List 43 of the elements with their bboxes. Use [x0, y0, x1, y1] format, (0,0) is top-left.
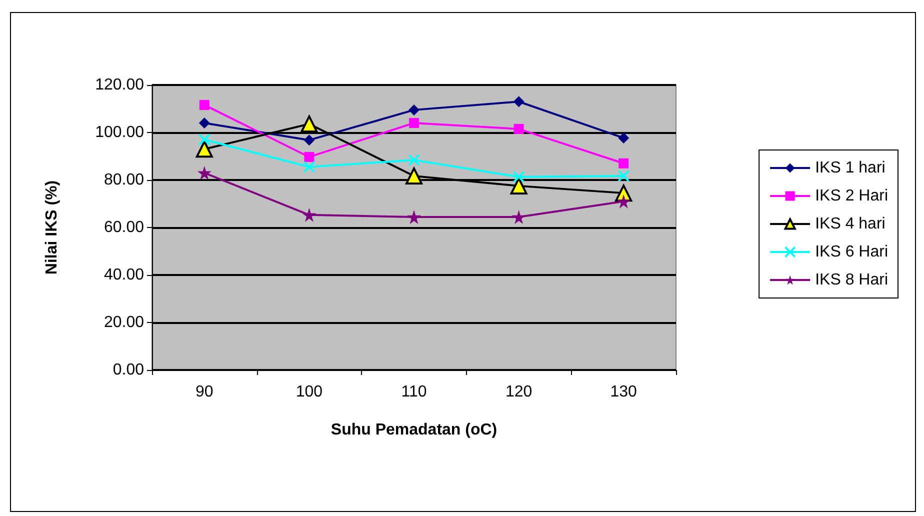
point [196, 140, 213, 158]
point [303, 160, 316, 173]
y-tick-label: 60.00 [104, 219, 144, 236]
point [512, 210, 526, 224]
y-tick-label: 100.00 [95, 124, 144, 141]
point [618, 170, 630, 182]
point [406, 167, 422, 184]
point [304, 152, 314, 162]
x-tick-label: 120 [505, 384, 532, 400]
point [408, 154, 420, 166]
y-tick-label: 40.00 [104, 266, 144, 284]
y-axis-title: Nilai IKS (%) [44, 180, 60, 275]
point [409, 118, 419, 128]
y-tick-label: 0.00 [112, 362, 144, 378]
y-tick-label: 120.00 [95, 76, 144, 94]
point [302, 208, 316, 222]
legend-label: IKS 4 hari [815, 216, 886, 232]
point [616, 194, 631, 208]
point [198, 134, 210, 146]
point [512, 170, 525, 183]
point [304, 134, 315, 146]
point [510, 177, 528, 194]
point [514, 124, 524, 134]
point [618, 132, 630, 144]
x-tick-label: 130 [610, 384, 638, 400]
point [198, 118, 210, 128]
point [197, 166, 212, 180]
point [513, 96, 524, 108]
legend-label: IKS 1 hari [815, 160, 886, 176]
legend-label: IKS 2 Hari [815, 188, 888, 204]
x-tick-label: 110 [401, 384, 427, 400]
x-tick-label: 90 [196, 384, 214, 400]
point [300, 115, 318, 132]
point [618, 158, 629, 168]
point [408, 104, 420, 116]
y-tick-label: 80.00 [104, 172, 144, 188]
x-axis-title: Suhu Pemadatan (oC) [330, 422, 498, 438]
legend-label: IKS 6 Hari [815, 244, 888, 260]
legend-label: IKS 8 Hari [815, 272, 888, 288]
point [199, 100, 210, 110]
x-tick-label: 100 [296, 384, 323, 400]
y-tick-label: 20.00 [104, 314, 144, 331]
point [407, 210, 421, 224]
